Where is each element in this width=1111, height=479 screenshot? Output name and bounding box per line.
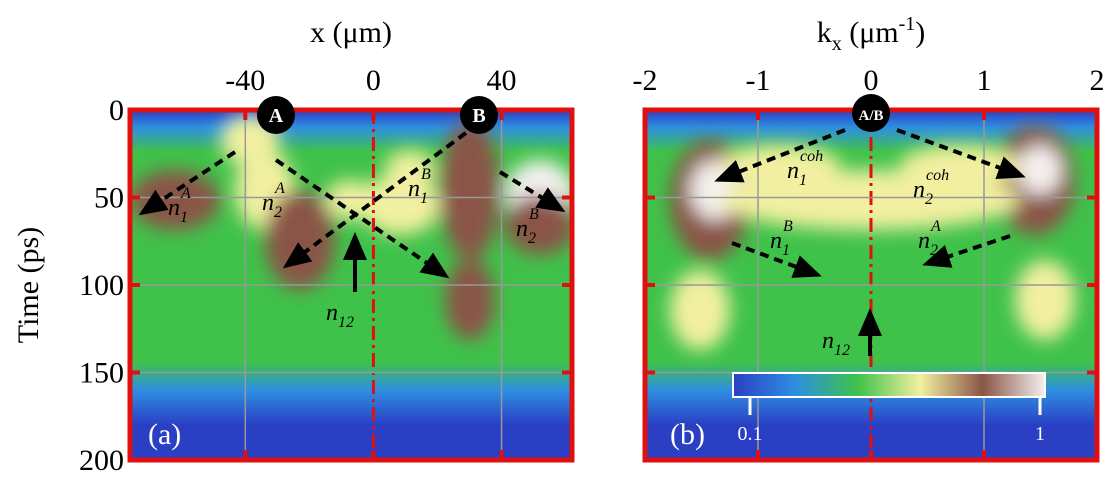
annotation-sub: 1 [799, 172, 807, 189]
marker-circle [852, 94, 890, 132]
x-axis-label-unit: (μm [842, 16, 899, 49]
heatmap-blob [440, 120, 500, 260]
annotation-sup: coh [926, 167, 949, 184]
annotation-sub: 1 [180, 209, 188, 226]
arrows [138, 122, 1026, 356]
colorbar-tick-label: 0.1 [738, 423, 763, 445]
x-tick-label: -2 [633, 64, 658, 97]
annotation: n1 coh [787, 148, 823, 189]
annotation-sup: A [930, 218, 941, 235]
panel-label: (b) [670, 418, 705, 451]
heatmap-blob [265, 190, 335, 290]
annotation-sub: 1 [782, 242, 790, 259]
annotation-sup: A [274, 180, 285, 197]
x-tick-label: -40 [225, 64, 265, 97]
annotation-text: n [326, 300, 338, 326]
arrow [282, 122, 480, 269]
colorbar [732, 372, 1046, 398]
annotation-text: n [918, 228, 930, 254]
arrow [896, 128, 1026, 179]
annotation-sub: 2 [528, 230, 536, 247]
annotation-sup: B [529, 206, 539, 223]
marker-circle [257, 96, 295, 134]
x-axis-label-text: k [817, 16, 832, 49]
y-tick-label: 100 [79, 269, 124, 302]
annotation-text: n [262, 190, 274, 216]
heatmap-blob [900, 145, 1020, 185]
annotation-sub: 1 [420, 190, 428, 207]
annotation-sub: 2 [930, 242, 938, 259]
y-tick-label: 0 [109, 94, 124, 127]
annotation: n1 A [168, 185, 191, 226]
marker-label: B [472, 105, 485, 127]
x-tick-label: 1 [977, 64, 992, 97]
annotation-sup: B [421, 166, 431, 183]
x-tick-label: 0 [864, 64, 879, 97]
annotation: n1 B [408, 166, 431, 207]
x-tick-label: 40 [487, 64, 517, 97]
heatmap-blob [325, 180, 375, 220]
annotation-text: n [787, 158, 799, 184]
y-tick-label: 150 [79, 357, 124, 390]
heatmap-blob [720, 145, 840, 185]
arrow [138, 150, 237, 216]
marker-label: A/B [858, 108, 883, 124]
annotation: n2 A [918, 218, 941, 259]
annotation-sub: 12 [338, 314, 354, 331]
annotation: n12 [326, 300, 354, 331]
annotation-text: n [770, 228, 782, 254]
arrow [731, 241, 822, 278]
annotation: n2 coh [913, 167, 949, 208]
annotation: n1 B [770, 218, 793, 259]
x-axis-label-close: ) [915, 16, 925, 49]
annotation-sub: 2 [925, 191, 933, 208]
arrow [274, 158, 450, 279]
annotation-text: n [168, 195, 180, 221]
heatmap-blob [670, 270, 730, 350]
y-tick-label: 200 [79, 444, 124, 477]
x-axis-label-sub: x [832, 33, 842, 55]
heatmap-blob [1015, 260, 1075, 340]
x-tick-label: 0 [366, 64, 381, 97]
heatmap-blob [385, 150, 435, 190]
x-axis-label-sup: -1 [899, 13, 916, 35]
annotation-text: n [408, 176, 420, 202]
y-tick-label: 50 [94, 182, 124, 215]
annotation: n2 A [262, 180, 285, 221]
annotation-sup: A [180, 185, 191, 202]
marker-label: A [269, 105, 284, 127]
annotation-sub: 12 [834, 342, 850, 359]
x-axis-label: kx (μm-1) [817, 13, 926, 55]
y-axis-label: Time (ps) [12, 227, 45, 343]
x-tick-label: 2 [1090, 64, 1105, 97]
annotation-text: n [822, 328, 834, 354]
annotation: n2 B [516, 206, 539, 247]
arrow [714, 128, 846, 183]
x-axis-label: x (μm) [310, 16, 392, 49]
annotation: n12 [822, 328, 850, 359]
marker-circle [460, 96, 498, 134]
annotation-sup: coh [800, 148, 823, 165]
panel [127, 107, 575, 463]
colorbar-tick-label: 1 [1035, 423, 1045, 445]
heatmap-blob [445, 260, 495, 340]
panel-label: (a) [148, 418, 181, 451]
panel [642, 107, 1100, 463]
plot-frame [127, 107, 575, 463]
x-tick-label: -1 [746, 64, 771, 97]
annotation-text: n [913, 177, 925, 203]
heatmap-blob [360, 175, 440, 235]
annotation-sub: 2 [274, 204, 282, 221]
x-axis-label-text: x (μm) [310, 16, 392, 49]
arrow [498, 170, 566, 213]
annotation-sup: B [783, 218, 793, 235]
annotation-text: n [516, 216, 528, 242]
heatmap-blob [1018, 145, 1062, 195]
